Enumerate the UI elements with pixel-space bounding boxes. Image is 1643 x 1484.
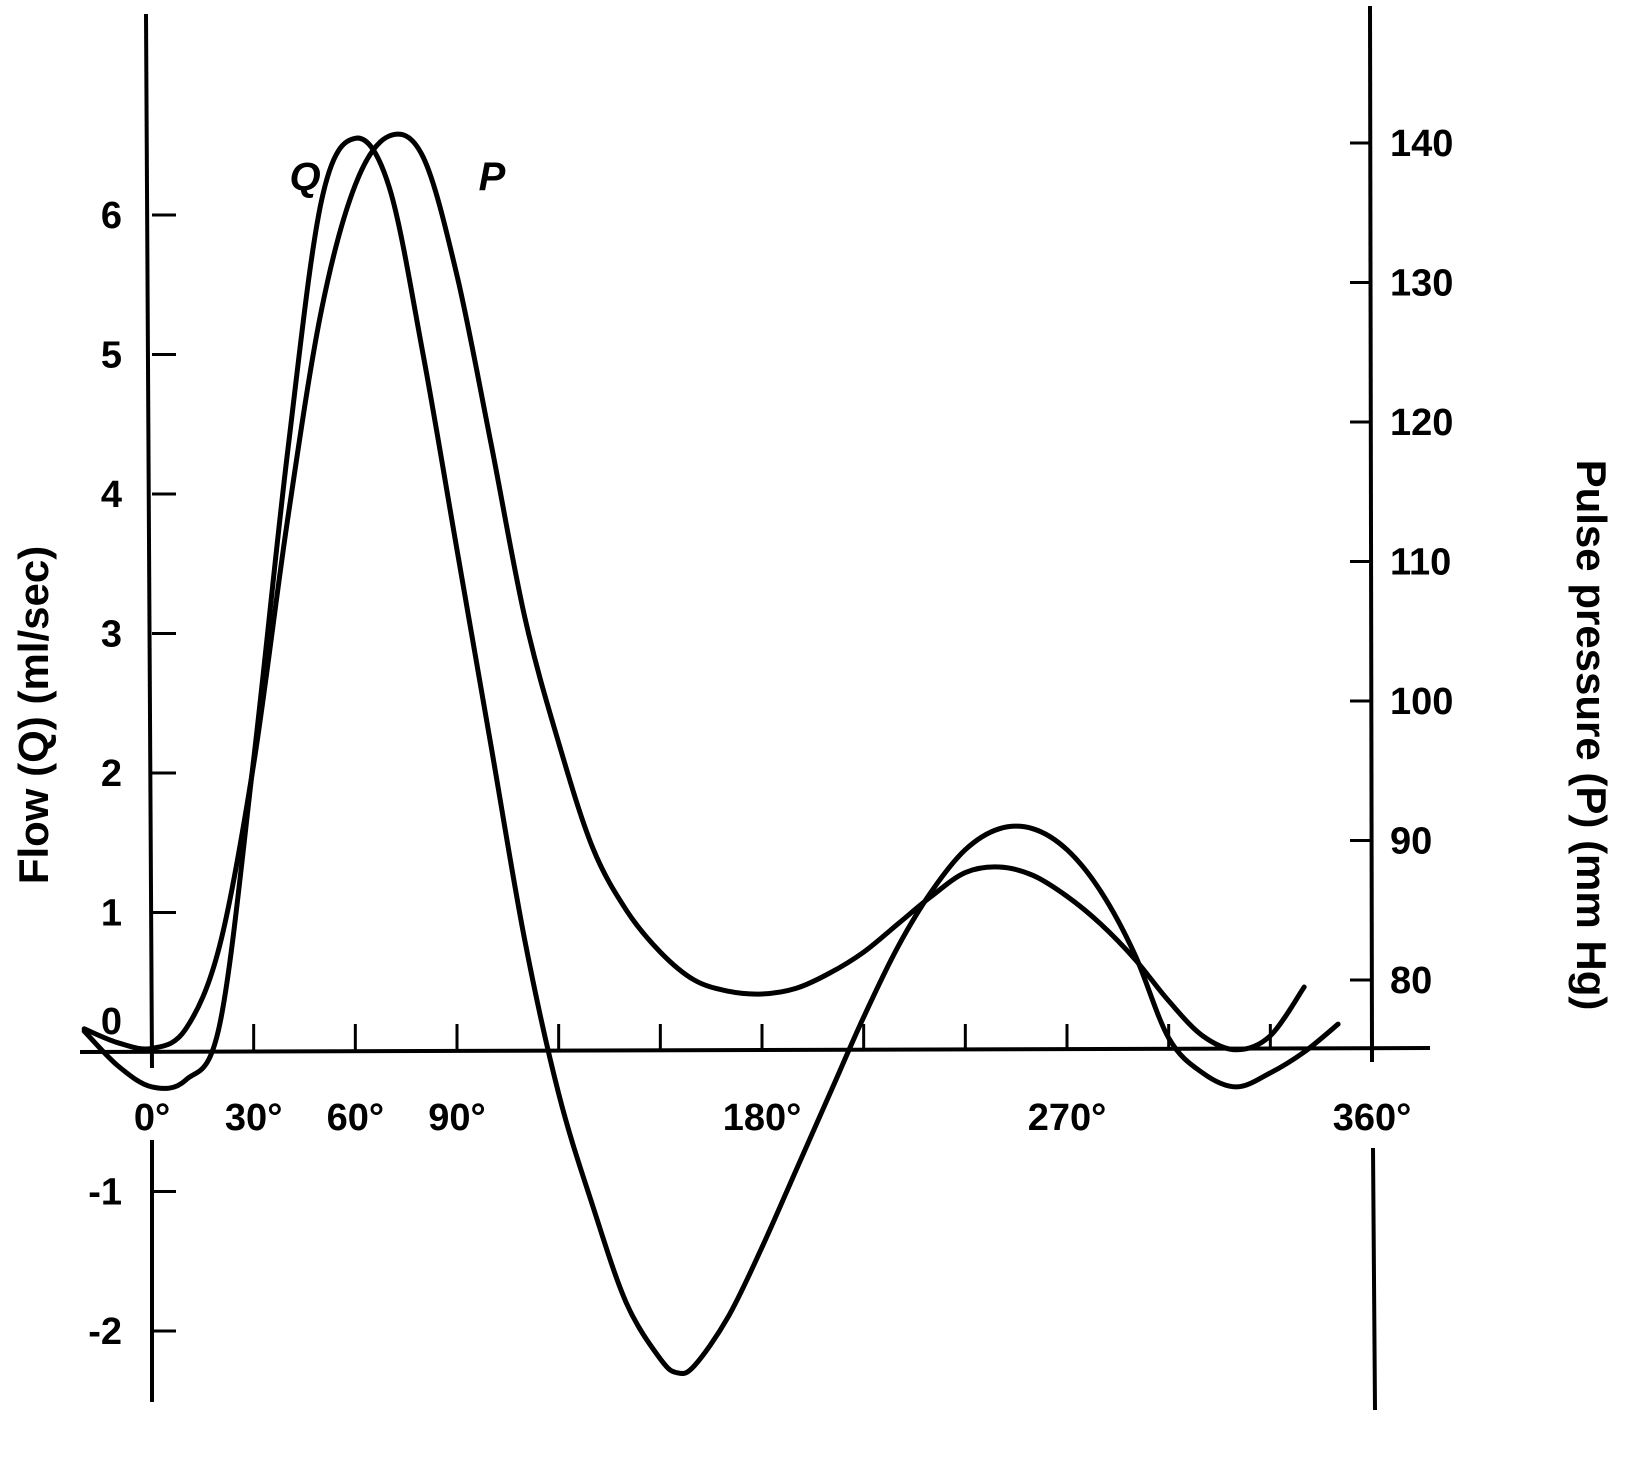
x-tick-label: 60° <box>327 1097 384 1139</box>
right-tick-label: 100 <box>1390 681 1453 723</box>
left-tick-label: -1 <box>88 1172 122 1214</box>
right-tick-label: 120 <box>1390 402 1453 444</box>
right-axis-title: Pulse pressure (P) (mm Hg) <box>1568 460 1615 1011</box>
right-axis-line-lower <box>1371 1147 1377 1411</box>
right-axis-line-upper <box>1368 5 1374 1063</box>
left-tick-label: -2 <box>88 1311 122 1353</box>
left-axis-title: Flow (Q) (ml/sec) <box>10 546 57 884</box>
left-tick-label: 0 <box>101 1001 122 1043</box>
x-axis-line <box>79 1046 1431 1054</box>
series-label-p: P <box>479 155 506 199</box>
right-ticks-group: 80 90 100 110 120 130 140 <box>1350 123 1453 1002</box>
x-tick-label: 180° <box>723 1097 802 1139</box>
left-axis-line-upper <box>144 13 154 1069</box>
right-tick-label: 140 <box>1390 123 1453 165</box>
series-line-q <box>81 135 1341 1377</box>
left-tick-label: 5 <box>101 335 122 377</box>
series-line-p <box>81 131 1307 1053</box>
series-label-q: Q <box>289 155 320 199</box>
right-tick-label: 130 <box>1390 263 1453 305</box>
left-tick-label: 1 <box>101 893 122 935</box>
left-tick-label: 6 <box>101 195 122 237</box>
x-tick-label: 90° <box>428 1097 485 1139</box>
left-ticks-group: -2 -1 0 1 2 3 4 5 6 <box>88 195 176 1353</box>
x-tick-label: 30° <box>225 1097 282 1139</box>
x-tick-label: 0° <box>134 1097 170 1139</box>
left-tick-label: 2 <box>101 753 122 795</box>
right-tick-label: 110 <box>1390 542 1451 584</box>
curves-group <box>81 131 1341 1377</box>
right-tick-label: 90 <box>1390 821 1432 863</box>
x-tick-label: 360° <box>1333 1097 1412 1139</box>
axes-group <box>79 5 1431 1411</box>
left-tick-label: 3 <box>101 614 122 656</box>
left-tick-label: 4 <box>101 474 122 516</box>
right-tick-label: 80 <box>1390 960 1432 1002</box>
x-tick-label: 270° <box>1028 1097 1107 1139</box>
